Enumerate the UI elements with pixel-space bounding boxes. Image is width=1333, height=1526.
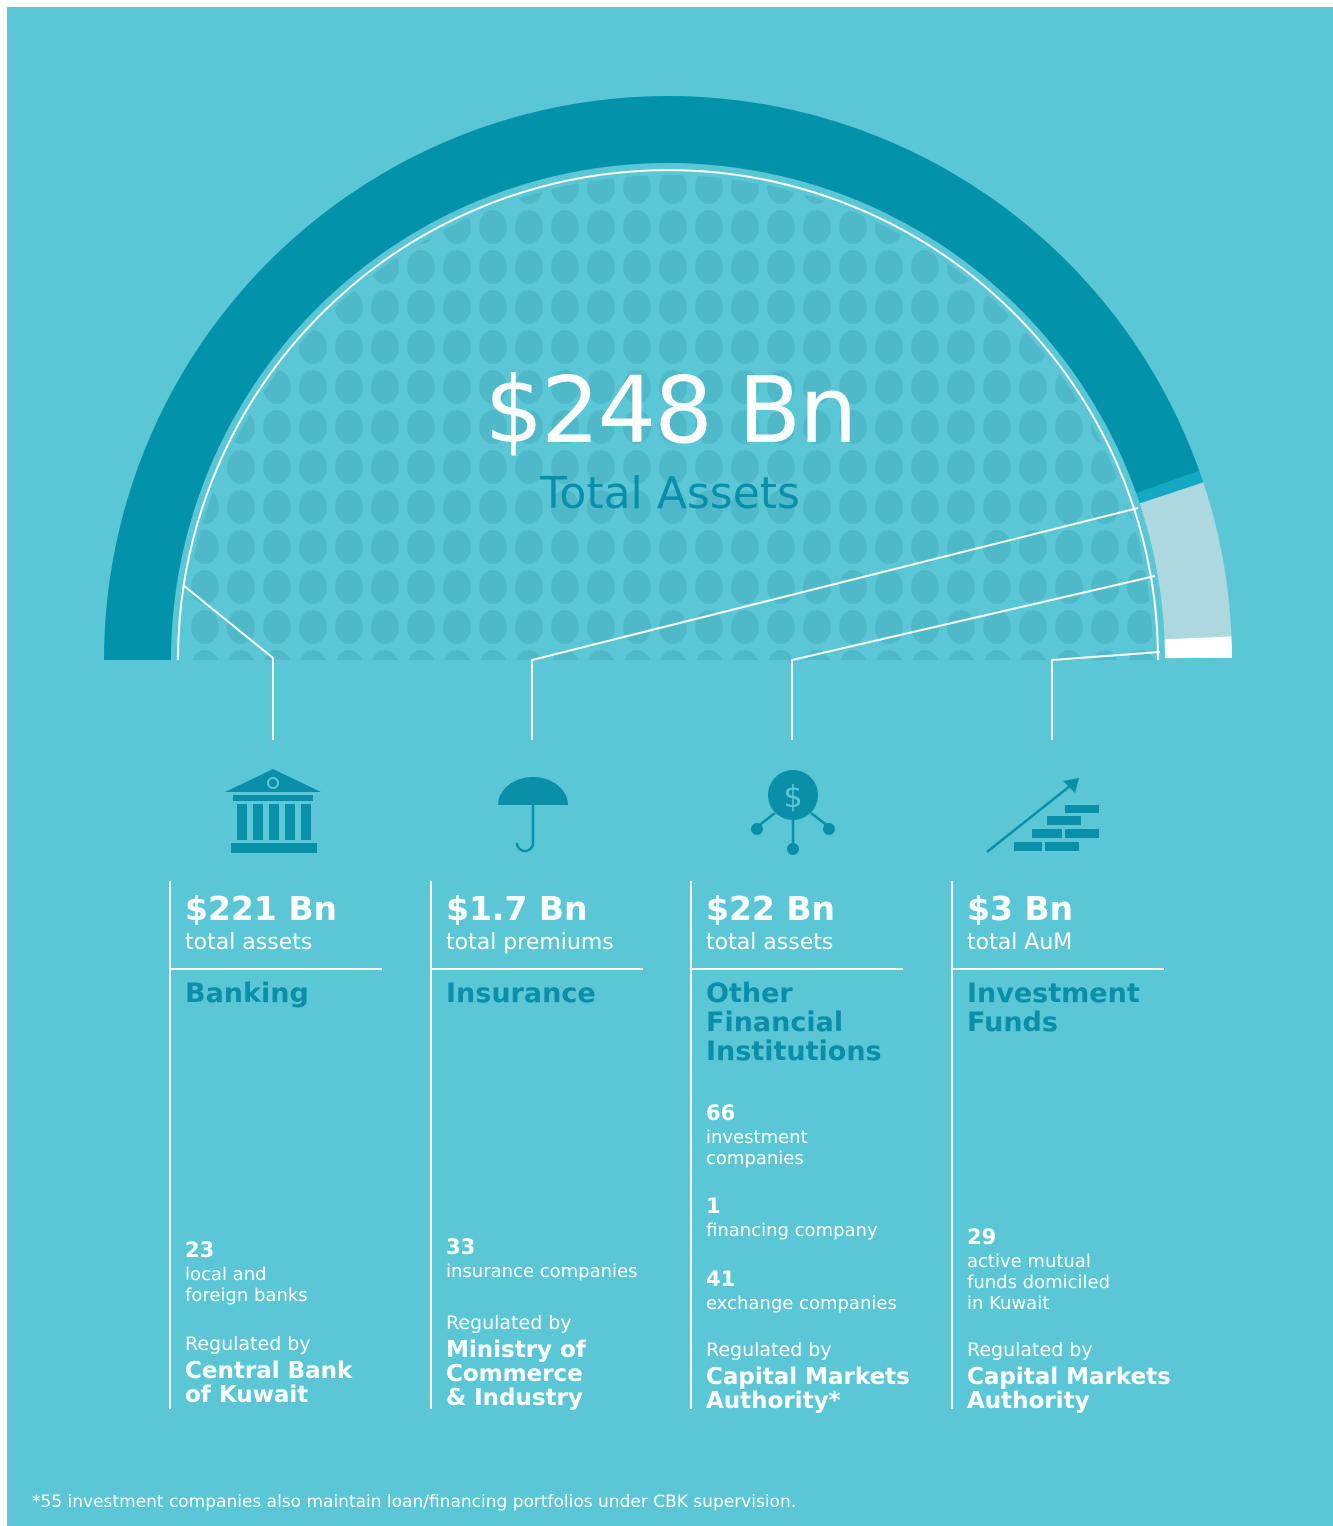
count-text: insurance companies (446, 1261, 638, 1282)
count-number: 41 (706, 1267, 736, 1291)
count-text: companies (706, 1148, 804, 1169)
graphic: $ (104, 96, 1232, 1409)
count-text: in Kuwait (967, 1293, 1050, 1314)
arc-segment (104, 96, 1200, 660)
count-number: 29 (967, 1225, 997, 1249)
sector-name: Institutions (706, 1036, 882, 1067)
regulated-by: Regulated by (706, 1339, 832, 1361)
count-number: 66 (706, 1101, 736, 1125)
regulator: Authority (967, 1388, 1090, 1414)
sector-measure: total AuM (967, 930, 1073, 955)
regulator: Ministry of (446, 1337, 586, 1363)
sector-value: $3 Bn (967, 889, 1074, 928)
icons: $ (225, 769, 1099, 855)
sector-name: Financial (706, 1007, 844, 1038)
regulator: of Kuwait (185, 1382, 309, 1408)
regulator: Authority* (706, 1388, 841, 1414)
funds-icon (986, 778, 1099, 853)
total-value: $248 Bn (484, 357, 858, 464)
sector-name: Other (706, 978, 793, 1009)
sector-measure: total assets (706, 930, 834, 955)
count-number: 33 (446, 1235, 476, 1259)
regulator: Capital Markets (967, 1364, 1171, 1390)
total-caption: Total Assets (540, 468, 800, 519)
count-text: funds domiciled (967, 1272, 1111, 1293)
regulated-by: Regulated by (446, 1312, 572, 1334)
arc-segment (1139, 482, 1232, 640)
sector-name: Banking (185, 978, 309, 1009)
sector-name: Insurance (446, 978, 596, 1009)
count-text: active mutual (967, 1251, 1091, 1272)
arc-segment (1164, 636, 1232, 659)
sector-value: $1.7 Bn (446, 889, 588, 928)
infographic: $ $248 Bn Total Assets *55 investment co… (7, 7, 1333, 1526)
sector-name: Investment (967, 978, 1140, 1009)
umbrella-icon (498, 777, 568, 853)
svg-text:$: $ (783, 780, 802, 815)
count-text: investment (706, 1127, 808, 1148)
sector-value: $221 Bn (185, 889, 337, 928)
regulator: & Industry (446, 1385, 583, 1411)
count-text: exchange companies (706, 1293, 897, 1314)
finance-icon: $ (751, 770, 835, 855)
regulated-by: Regulated by (185, 1333, 311, 1355)
count-text: local and (185, 1264, 267, 1285)
bank-icon (225, 769, 321, 853)
connectors (182, 507, 1161, 740)
sector-value: $22 Bn (706, 889, 836, 928)
count-text: foreign banks (185, 1285, 308, 1306)
arc-segment (1136, 470, 1204, 504)
count-number: 1 (706, 1194, 721, 1218)
regulated-by: Regulated by (967, 1339, 1093, 1361)
sector-name: Funds (967, 1007, 1058, 1038)
inner-arc (177, 169, 1159, 661)
regulator: Capital Markets (706, 1364, 910, 1390)
sector-measure: total premiums (446, 930, 614, 955)
footnote: *55 investment companies also maintain l… (32, 1492, 797, 1512)
regulator: Central Bank (185, 1358, 353, 1384)
count-text: financing company (706, 1220, 878, 1241)
sector-measure: total assets (185, 930, 313, 955)
count-number: 23 (185, 1238, 215, 1262)
regulator: Commerce (446, 1361, 583, 1387)
